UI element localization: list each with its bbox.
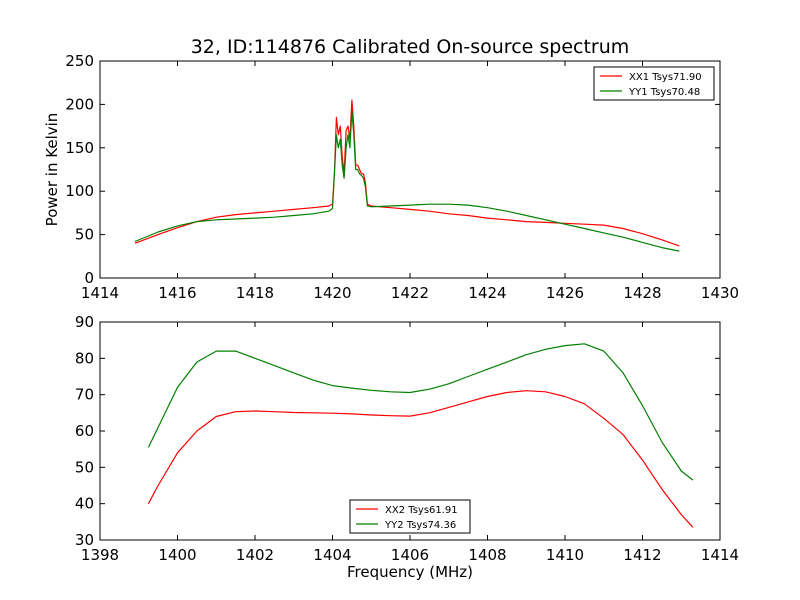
x-tick-label: 1408	[468, 546, 506, 564]
y-tick-label: 250	[65, 52, 94, 70]
chart-title: 32, ID:114876 Calibrated On-source spect…	[191, 36, 630, 58]
y-tick-label: 40	[75, 495, 94, 513]
series-line-xx	[134, 99, 680, 247]
x-tick-label: 1398	[81, 546, 119, 564]
y-tick-label: 100	[65, 182, 94, 200]
series-line-yy	[134, 110, 680, 252]
legend-box	[349, 499, 471, 534]
bottom-spectrum-chart: 1398 1400 1402 1404 1406 1408 1410 1412 1414 30 40…	[75, 313, 739, 581]
x-tick-label: 1402	[236, 546, 274, 564]
y-tick-label: 30	[75, 531, 94, 549]
legend-label: XX2 Tsys61.91	[385, 505, 458, 516]
x-tick-label: 1414	[701, 546, 739, 564]
x-tick-label: 1412	[623, 546, 661, 564]
x-tick-label: 1420	[313, 284, 351, 302]
x-tick-label: 1400	[158, 546, 196, 564]
x-tick-label: 1424	[468, 284, 506, 302]
y-tick-label: 80	[75, 349, 94, 367]
x-tick-label: 1410	[546, 546, 584, 564]
x-tick-label: 1404	[313, 546, 351, 564]
x-tick-label: 1418	[236, 284, 274, 302]
x-tick-label: 1426	[546, 284, 584, 302]
legend-label: YY2 Tsys74.36	[384, 520, 456, 531]
x-tick-label: 1428	[623, 284, 661, 302]
x-tick-label: 1414	[81, 284, 119, 302]
x-tick-label: 1422	[391, 284, 429, 302]
legend: XX2 Tsys61.91 YY2 Tsys74.36	[349, 499, 471, 534]
legend-label: YY1 Tsys70.48	[628, 87, 700, 98]
y-tick-label: 90	[75, 313, 94, 331]
y-axis-label: Power in Kelvin	[43, 113, 61, 227]
legend: XX1 Tsys71.90 YY1 Tsys70.48	[593, 66, 715, 101]
y-tick-label: 50	[75, 226, 94, 244]
y-tick-label: 60	[75, 422, 94, 440]
legend-label: XX1 Tsys71.90	[629, 72, 702, 83]
y-tick-label: 150	[65, 139, 94, 157]
x-tick-label: 1430	[701, 284, 739, 302]
y-tick-label: 70	[75, 386, 94, 404]
legend-box	[593, 66, 715, 101]
top-spectrum-chart: 1414 1416 1418 1420 1422 1424 1426 1428 1430 0 50 1…	[43, 52, 739, 302]
y-tick-label: 50	[75, 458, 94, 476]
y-tick-label: 200	[65, 95, 94, 113]
x-tick-label: 1406	[391, 546, 429, 564]
x-axis-label: Frequency (MHz)	[347, 563, 473, 581]
series-line-yy	[147, 343, 694, 481]
series-line-xx	[147, 390, 694, 528]
y-tick-label: 0	[84, 269, 94, 287]
x-tick-label: 1416	[158, 284, 196, 302]
